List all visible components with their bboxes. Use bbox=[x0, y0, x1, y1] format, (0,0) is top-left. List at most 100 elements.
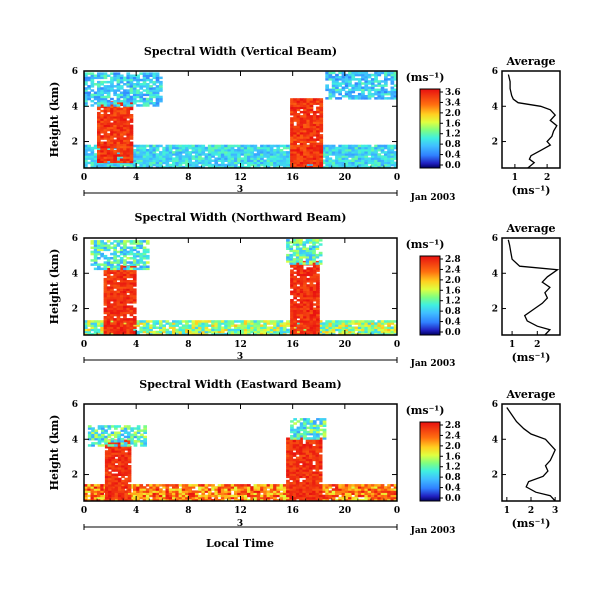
heatmap-cell bbox=[211, 144, 215, 148]
heatmap-cell bbox=[367, 97, 372, 100]
heatmap-cell bbox=[243, 326, 248, 329]
heatmap-cell bbox=[357, 84, 362, 87]
heatmap-cell bbox=[108, 477, 112, 481]
heatmap-cell bbox=[364, 157, 369, 160]
heatmap-cell bbox=[380, 492, 385, 495]
heatmap-cell bbox=[319, 98, 324, 101]
heatmap-cell bbox=[364, 144, 369, 148]
heatmap-cell bbox=[295, 247, 300, 250]
heatmap-cell bbox=[380, 324, 385, 327]
heatmap-cell bbox=[114, 492, 119, 495]
heatmap-cell bbox=[113, 150, 117, 153]
heatmap-cell bbox=[103, 91, 108, 94]
heatmap-cell bbox=[295, 251, 300, 255]
heatmap-cell bbox=[119, 313, 124, 317]
heatmap-cell bbox=[364, 146, 369, 150]
heatmap-cell bbox=[110, 78, 114, 82]
heatmap-cell bbox=[364, 484, 369, 487]
heatmap-cell bbox=[132, 246, 137, 249]
heatmap-cell bbox=[162, 157, 166, 160]
heatmap-cell bbox=[110, 135, 114, 138]
heatmap-cell bbox=[214, 320, 219, 323]
heatmap-cell bbox=[273, 484, 277, 487]
heatmap-cell bbox=[344, 494, 349, 498]
heatmap-cell bbox=[207, 159, 212, 162]
heatmap-cell bbox=[295, 496, 300, 500]
heatmap-cell bbox=[175, 486, 179, 489]
heatmap-cell bbox=[224, 165, 228, 169]
heatmap-cell bbox=[316, 303, 320, 306]
heatmap-cell bbox=[293, 280, 297, 283]
heatmap-cell bbox=[159, 157, 163, 160]
heatmap-cell bbox=[295, 260, 300, 263]
heatmap-cell bbox=[318, 494, 323, 498]
heatmap-cell bbox=[113, 257, 117, 260]
heatmap-cell bbox=[127, 465, 132, 468]
heatmap-cell bbox=[312, 142, 317, 146]
heatmap-cell bbox=[315, 456, 320, 460]
heatmap-cell bbox=[123, 141, 127, 144]
heatmap-cell bbox=[103, 124, 108, 128]
heatmap-cell bbox=[191, 151, 196, 154]
heatmap-cell bbox=[113, 141, 117, 144]
heatmap-cell bbox=[123, 277, 127, 281]
heatmap-cell bbox=[299, 119, 304, 122]
heatmap-cell bbox=[152, 490, 157, 493]
heatmap-cell bbox=[393, 165, 398, 169]
heatmap-cell bbox=[351, 484, 356, 487]
heatmap-cell bbox=[100, 122, 104, 125]
heatmap-cell bbox=[168, 496, 173, 500]
heatmap-cell bbox=[142, 78, 147, 82]
heatmap-cell bbox=[204, 496, 209, 500]
heatmap-cell bbox=[316, 318, 320, 321]
heatmap-cell bbox=[348, 328, 352, 332]
heatmap-cell bbox=[139, 146, 144, 150]
heatmap-cell bbox=[142, 149, 147, 152]
heatmap-cell bbox=[318, 475, 323, 479]
heatmap-cell bbox=[103, 72, 108, 75]
heatmap-cell bbox=[121, 448, 125, 451]
heatmap-cell bbox=[113, 282, 117, 285]
heatmap-cell bbox=[113, 154, 117, 157]
heatmap-cell bbox=[276, 163, 281, 167]
heatmap-cell bbox=[97, 95, 101, 99]
heatmap-cell bbox=[116, 141, 121, 144]
heatmap-cell bbox=[149, 85, 153, 88]
heatmap-cell bbox=[303, 320, 307, 323]
heatmap-cell bbox=[240, 165, 245, 169]
heatmap-cell bbox=[116, 78, 121, 82]
heatmap-cell bbox=[316, 146, 320, 150]
heatmap-cell bbox=[316, 307, 320, 310]
heatmap-cell bbox=[290, 104, 294, 107]
heatmap-cell bbox=[374, 80, 378, 83]
heatmap-cell bbox=[341, 496, 346, 500]
heatmap-cell bbox=[126, 137, 131, 140]
heatmap-cell bbox=[341, 490, 346, 493]
heatmap-cell bbox=[273, 328, 277, 332]
heatmap-cell bbox=[309, 288, 314, 291]
heatmap-cell bbox=[384, 157, 388, 160]
heatmap-cell bbox=[97, 498, 101, 502]
heatmap-cell bbox=[325, 332, 329, 336]
heatmap-cell bbox=[132, 299, 137, 302]
heatmap-cell bbox=[111, 452, 116, 455]
heatmap-cell bbox=[168, 159, 173, 162]
heatmap-cell bbox=[114, 448, 119, 451]
heatmap-cell bbox=[194, 326, 199, 329]
heatmap-cell bbox=[293, 305, 297, 308]
heatmap-cell bbox=[361, 332, 365, 336]
heatmap-cell bbox=[93, 259, 98, 262]
heatmap-cell bbox=[155, 74, 160, 77]
heatmap-cell bbox=[145, 242, 150, 245]
heatmap-cell bbox=[132, 307, 137, 310]
heatmap-cell bbox=[322, 498, 326, 502]
heatmap-cell bbox=[106, 290, 111, 294]
heatmap-cell bbox=[111, 496, 116, 500]
heatmap-cell bbox=[374, 92, 378, 96]
heatmap-cell bbox=[123, 246, 127, 249]
heatmap-cell bbox=[367, 86, 372, 89]
heatmap-cell bbox=[165, 163, 170, 167]
heatmap-cell bbox=[234, 157, 238, 160]
heatmap-cell bbox=[256, 163, 261, 167]
heatmap-cell bbox=[296, 280, 301, 283]
